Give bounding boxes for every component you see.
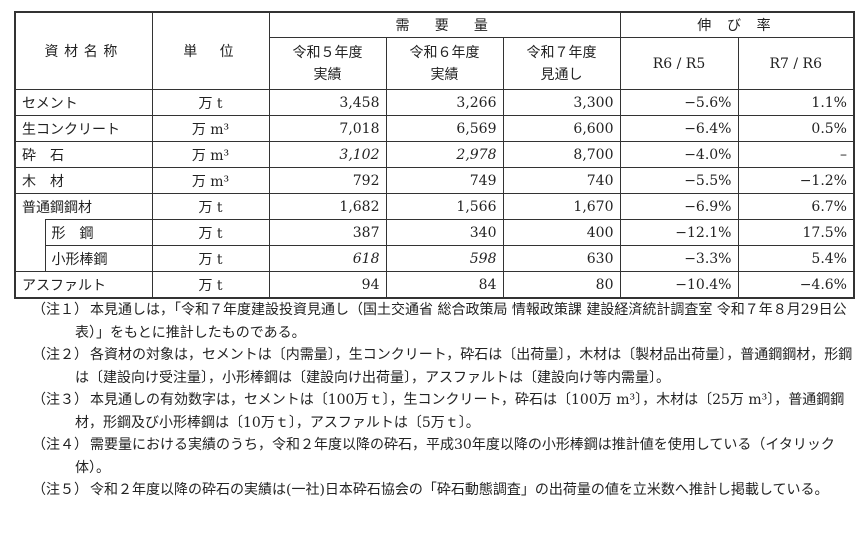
note-label: （注１） bbox=[32, 302, 88, 318]
unit: 万 t bbox=[151, 193, 270, 220]
material-name: 普通鋼鋼材 bbox=[14, 193, 153, 220]
r6-value: 1,566 bbox=[385, 193, 504, 220]
table-row: セメント 万 t 3,458 3,266 3,300 −5.6% 1.1% bbox=[14, 89, 855, 116]
header-r6: 令和６年度 実績 bbox=[385, 37, 504, 90]
material-name: 生コンクリート bbox=[14, 115, 153, 142]
material-name: アスファルト bbox=[14, 271, 153, 299]
header-r6-r5: R6 / R5 bbox=[619, 37, 739, 90]
r6-value: 340 bbox=[385, 219, 504, 246]
table-row: 形 鋼 万 t 387 340 400 −12.1% 17.5% bbox=[14, 219, 855, 272]
note-label: （注２） bbox=[32, 347, 88, 363]
unit: 万 m³ bbox=[151, 141, 270, 168]
note-5: （注５） 令和２年度以降の砕石の実績は(一社)日本砕石協会の「砕石動態調査」の出荷… bbox=[0, 479, 858, 502]
r7-value: 400 bbox=[502, 219, 621, 246]
unit: 万 t bbox=[151, 245, 270, 272]
table-row: 小形棒鋼 万 t 618 598 630 −3.3% 5.4% bbox=[15, 245, 855, 272]
material-demand-table: 資材名称 単 位 需 要 量 伸 び 率 令和５年度 実績 令和６年度 実績 令… bbox=[14, 11, 855, 299]
table-row: 木 材 万 m³ 792 749 740 −5.5% −1.2% bbox=[14, 167, 855, 194]
note-label: （注３） bbox=[32, 392, 88, 408]
unit: 万 t bbox=[151, 89, 270, 116]
note-text: 需要量における実績のうち，令和２年度以降の砕石，平成30年度以降の小形棒鋼は推計… bbox=[75, 437, 835, 476]
r5-value: 1,682 bbox=[268, 193, 387, 220]
header-unit: 単 位 bbox=[151, 11, 270, 90]
note-text: 令和２年度以降の砕石の実績は(一社)日本砕石協会の「砕石動態調査」の出荷量の値を… bbox=[90, 482, 829, 498]
header-growth: 伸 び 率 bbox=[619, 11, 855, 38]
header-r5: 令和５年度 実績 bbox=[268, 37, 387, 90]
r6-value: 84 bbox=[385, 271, 504, 299]
r6-value: 3,266 bbox=[385, 89, 504, 116]
note-label: （注５） bbox=[32, 482, 88, 498]
table-row: アスファルト 万 t 94 84 80 −10.4% −4.6% bbox=[14, 271, 855, 299]
note-4: （注４） 需要量における実績のうち，令和２年度以降の砕石，平成30年度以降の小形棒… bbox=[0, 434, 858, 479]
unit: 万 t bbox=[151, 219, 270, 246]
growth-r6-r5: −4.0% bbox=[619, 141, 739, 168]
r7-value: 740 bbox=[502, 167, 621, 194]
material-name: 木 材 bbox=[14, 167, 153, 194]
header-r7: 令和７年度 見通し bbox=[502, 37, 621, 90]
note-text: 本見通しの有効数字は，セメントは〔100万ｔ〕，生コンクリート，砕石は〔100万… bbox=[75, 392, 845, 431]
r7-value: 630 bbox=[502, 245, 621, 272]
growth-r6-r5: −6.9% bbox=[619, 193, 739, 220]
unit: 万 t bbox=[151, 271, 270, 299]
growth-r7-r6: 5.4% bbox=[737, 245, 855, 272]
table-row: 普通鋼鋼材 万 t 1,682 1,566 1,670 −6.9% 6.7% bbox=[14, 193, 855, 220]
r7-value: 80 bbox=[502, 271, 621, 299]
unit: 万 m³ bbox=[151, 167, 270, 194]
growth-r7-r6: −1.2% bbox=[737, 167, 855, 194]
r7-value: 6,600 bbox=[502, 115, 621, 142]
r6-value: 598 bbox=[385, 245, 504, 272]
material-name: セメント bbox=[14, 89, 153, 116]
note-text: 本見通しは，「令和７年度建設投資見通し（国土交通省 総合政策局 情報政策課 建設… bbox=[75, 302, 847, 341]
growth-r7-r6: – bbox=[737, 141, 855, 168]
growth-r6-r5: −6.4% bbox=[619, 115, 739, 142]
r6-value: 749 bbox=[385, 167, 504, 194]
r6-value: 6,569 bbox=[385, 115, 504, 142]
material-name: 砕 石 bbox=[14, 141, 153, 168]
growth-r7-r6: 6.7% bbox=[737, 193, 855, 220]
header-r7-r6: R7 / R6 bbox=[737, 37, 855, 90]
table-row: 砕 石 万 m³ 3,102 2,978 8,700 −4.0% – bbox=[14, 141, 855, 168]
growth-r6-r5: −10.4% bbox=[619, 271, 739, 299]
r5-value: 94 bbox=[268, 271, 387, 299]
r5-value: 618 bbox=[268, 245, 387, 272]
indent-spacer bbox=[14, 219, 46, 272]
material-name: 小形棒鋼 bbox=[44, 245, 153, 272]
material-name: 形 鋼 bbox=[44, 219, 153, 246]
unit: 万 m³ bbox=[151, 115, 270, 142]
growth-r7-r6: 1.1% bbox=[737, 89, 855, 116]
note-text: 各資材の対象は，セメントは〔内需量〕，生コンクリート，砕石は〔出荷量〕，木材は〔… bbox=[75, 347, 853, 386]
note-3: （注３） 本見通しの有効数字は，セメントは〔100万ｔ〕，生コンクリート，砕石は〔… bbox=[0, 389, 858, 434]
r7-value: 3,300 bbox=[502, 89, 621, 116]
note-1: （注１） 本見通しは，「令和７年度建設投資見通し（国土交通省 総合政策局 情報政策… bbox=[0, 299, 858, 344]
r5-value: 3,458 bbox=[268, 89, 387, 116]
r5-value: 387 bbox=[268, 219, 387, 246]
growth-r7-r6: −4.6% bbox=[737, 271, 855, 299]
growth-r7-r6: 17.5% bbox=[737, 219, 855, 246]
notes: （注１） 本見通しは，「令和７年度建設投資見通し（国土交通省 総合政策局 情報政策… bbox=[0, 299, 858, 502]
growth-r6-r5: −3.3% bbox=[619, 245, 739, 272]
growth-r7-r6: 0.5% bbox=[737, 115, 855, 142]
growth-r6-r5: −5.5% bbox=[619, 167, 739, 194]
growth-r6-r5: −12.1% bbox=[619, 219, 739, 246]
note-label: （注４） bbox=[32, 437, 88, 453]
table-row: 生コンクリート 万 m³ 7,018 6,569 6,600 −6.4% 0.5… bbox=[14, 115, 855, 142]
r5-value: 3,102 bbox=[268, 141, 387, 168]
header-demand: 需 要 量 bbox=[268, 11, 621, 38]
r6-value: 2,978 bbox=[385, 141, 504, 168]
r7-value: 8,700 bbox=[502, 141, 621, 168]
header-material: 資材名称 bbox=[14, 11, 153, 90]
r5-value: 792 bbox=[268, 167, 387, 194]
growth-r6-r5: −5.6% bbox=[619, 89, 739, 116]
r7-value: 1,670 bbox=[502, 193, 621, 220]
note-2: （注２） 各資材の対象は，セメントは〔内需量〕，生コンクリート，砕石は〔出荷量〕，… bbox=[0, 344, 858, 389]
r5-value: 7,018 bbox=[268, 115, 387, 142]
